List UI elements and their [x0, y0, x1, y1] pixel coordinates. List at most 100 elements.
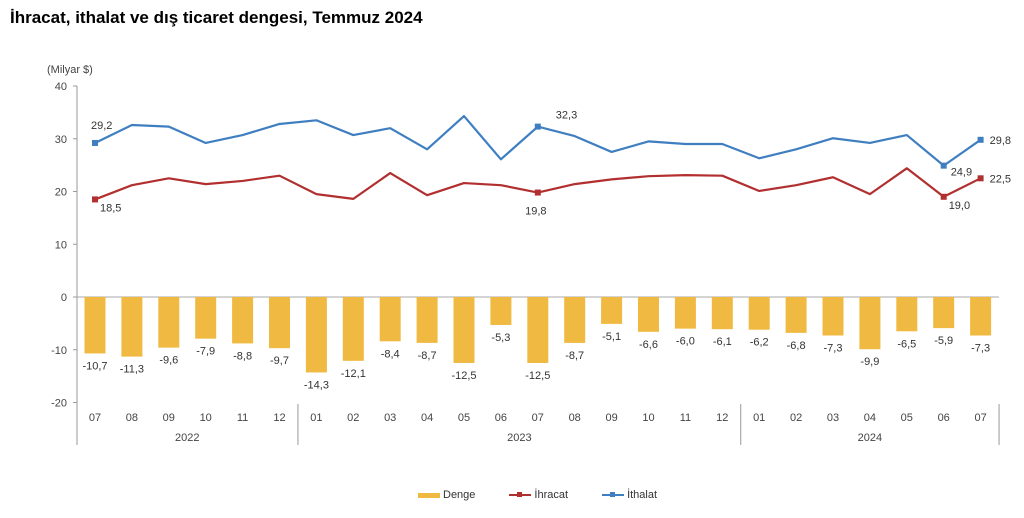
bar-denge: [638, 297, 659, 332]
bar-denge: [970, 297, 992, 336]
ithalat-value-label: 29,8: [990, 135, 1011, 147]
y-tick-label: 20: [55, 187, 67, 199]
chart-title: İhracat, ithalat ve dış ticaret dengesi,…: [10, 8, 423, 27]
y-axis-unit-label: (Milyar $): [47, 64, 93, 76]
ithalat-value-label: 24,9: [951, 167, 972, 179]
legend-swatch-ihracat: [509, 492, 532, 497]
bar-value-label: -11,3: [120, 364, 144, 376]
x-tick-label: 11: [237, 412, 248, 424]
legend-item-ihracat: İhracat: [509, 489, 568, 501]
data-labels: -10,7 -11,3 -9,6 -7,9 -8,8 -9,7 -14,3 -12,1 -8,4…: [82, 110, 1011, 392]
ithalat-value-label: 32,3: [556, 110, 577, 122]
x-tick-label: 12: [716, 412, 728, 424]
bar-denge: [527, 297, 549, 363]
bar-denge: [896, 297, 918, 332]
x-tick-label: 03: [384, 412, 396, 424]
legend: Denge İhracat İthalat: [418, 489, 657, 501]
x-tick-label: 09: [163, 412, 175, 424]
x-tick-label: 06: [938, 412, 950, 424]
bar-value-label: -6,5: [897, 338, 916, 350]
bar-denge: [232, 297, 254, 344]
lines: [92, 114, 984, 203]
bar-denge: [416, 297, 438, 343]
bar-value-label: -8,7: [418, 350, 437, 362]
legend-swatch-ithalat: [602, 492, 625, 497]
marker-ihracat: [534, 189, 541, 196]
bar-value-label: -14,3: [304, 379, 329, 391]
bar-denge: [711, 297, 733, 330]
bar-value-label: -8,4: [381, 348, 400, 360]
bar-denge: [748, 297, 770, 330]
legend-item-denge: Denge: [418, 489, 475, 501]
ihracat-value-label: 19,8: [525, 206, 546, 218]
y-tick-label: 40: [55, 81, 67, 93]
bar-denge: [564, 297, 586, 343]
legend-item-ithalat: İthalat: [602, 489, 657, 501]
year-group-label: 2022: [175, 432, 199, 444]
bar-value-label: -12,5: [451, 370, 476, 382]
legend-swatch-denge: [418, 492, 440, 498]
bar-denge: [859, 297, 881, 350]
x-tick-label: 10: [200, 412, 212, 424]
x-tick-label: 03: [827, 412, 839, 424]
bar-denge: [933, 297, 955, 329]
x-tick-label: 12: [273, 412, 285, 424]
bar-value-label: -12,1: [341, 368, 366, 380]
y-tick-label: -10: [51, 345, 67, 357]
bar-value-label: -9,9: [860, 356, 879, 368]
bar-denge: [379, 297, 401, 342]
bars-denge: [84, 297, 992, 373]
x-tick-label: 07: [89, 412, 101, 424]
x-tick-label: 07: [532, 412, 544, 424]
ihracat-value-label: 18,5: [100, 202, 121, 214]
line-ithalat: [94, 114, 982, 167]
x-tick-label: 01: [753, 412, 765, 424]
bar-value-label: -9,7: [270, 355, 289, 367]
marker-ithalat: [977, 136, 984, 143]
y-tick-label: 30: [55, 134, 67, 146]
x-tick-label: 02: [790, 412, 802, 424]
axes: (Milyar $) 40 30 20 10 0 -10 -20 07 08 09 10 11 12 01 0…: [47, 64, 1000, 445]
bar-value-label: -8,8: [233, 350, 252, 362]
marker-ithalat: [92, 139, 98, 146]
bar-value-label: -5,9: [934, 335, 953, 347]
y-tick-label: 0: [61, 292, 67, 304]
y-tick-label: 10: [55, 239, 67, 251]
x-tick-label: 05: [901, 412, 913, 424]
y-tick-label: -20: [51, 398, 67, 410]
bar-denge: [785, 297, 807, 333]
bar-denge: [490, 297, 512, 325]
bar-value-label: -6,1: [713, 336, 732, 348]
bar-denge: [269, 297, 290, 349]
x-tick-label: 06: [495, 412, 507, 424]
legend-label-denge: Denge: [443, 489, 476, 501]
x-tick-label: 04: [864, 412, 876, 424]
bar-denge: [158, 297, 180, 348]
bar-value-label: -5,1: [602, 331, 621, 343]
bar-value-label: -6,2: [750, 337, 769, 349]
bar-denge: [195, 297, 217, 339]
legend-label-ithalat: İthalat: [627, 489, 658, 501]
bar-value-label: -6,0: [676, 336, 695, 348]
marker-ihracat: [940, 193, 947, 200]
ihracat-value-label: 19,0: [949, 200, 970, 212]
marker-ihracat: [977, 175, 984, 182]
x-tick-label: 05: [458, 412, 470, 424]
x-tick-label: 10: [642, 412, 654, 424]
x-tick-label: 02: [347, 412, 359, 424]
bar-denge: [453, 297, 475, 363]
bar-value-label: -6,6: [639, 339, 658, 351]
marker-ithalat: [534, 123, 541, 130]
bar-denge: [601, 297, 623, 324]
x-tick-label: 01: [310, 412, 322, 424]
bar-value-label: -7,3: [824, 343, 843, 355]
marker-ithalat: [940, 162, 947, 169]
ithalat-value-label: 29,2: [91, 120, 112, 132]
year-group-label: 2024: [858, 432, 882, 444]
x-tick-label: 09: [605, 412, 617, 424]
bar-value-label: -7,9: [196, 346, 215, 358]
x-tick-label: 08: [569, 412, 581, 424]
bar-denge: [674, 297, 696, 329]
x-tick-label: 07: [974, 412, 986, 424]
